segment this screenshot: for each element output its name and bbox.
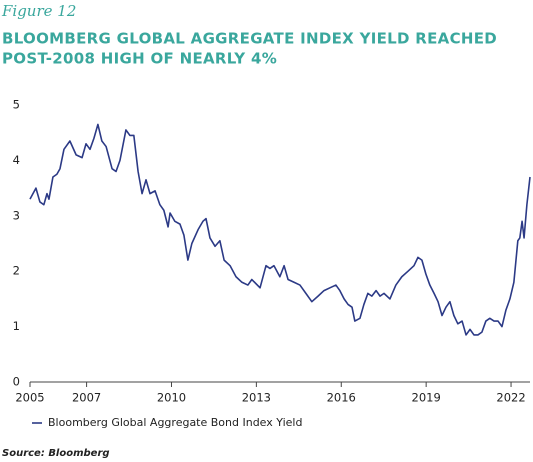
figure-label: Figure 12 [1,2,76,20]
y-tick-label: 4 [13,153,20,167]
chart-title: BLOOMBERG GLOBAL AGGREGATE INDEX YIELD R… [2,30,497,48]
chart-title: POST-2008 HIGH OF NEARLY 4% [2,50,277,68]
x-tick-label: 2010 [157,391,186,405]
y-tick-label: 3 [13,208,20,222]
legend-label: Bloomberg Global Aggregate Bond Index Yi… [48,416,302,429]
source: Source: Bloomberg [2,448,110,459]
x-tick-label: 2016 [327,391,356,405]
x-tick-label: 2019 [412,391,441,405]
x-tick-label: 2005 [15,391,44,405]
x-tick-label: 2007 [72,391,101,405]
y-tick-label: 5 [13,98,20,112]
x-tick-label: 2013 [242,391,271,405]
line [29,123,531,336]
y-tick-label: 2 [13,264,20,278]
x-tick-label: 2022 [496,391,525,405]
y-tick-label: 0 [13,375,20,389]
y-tick-label: 1 [13,319,20,333]
